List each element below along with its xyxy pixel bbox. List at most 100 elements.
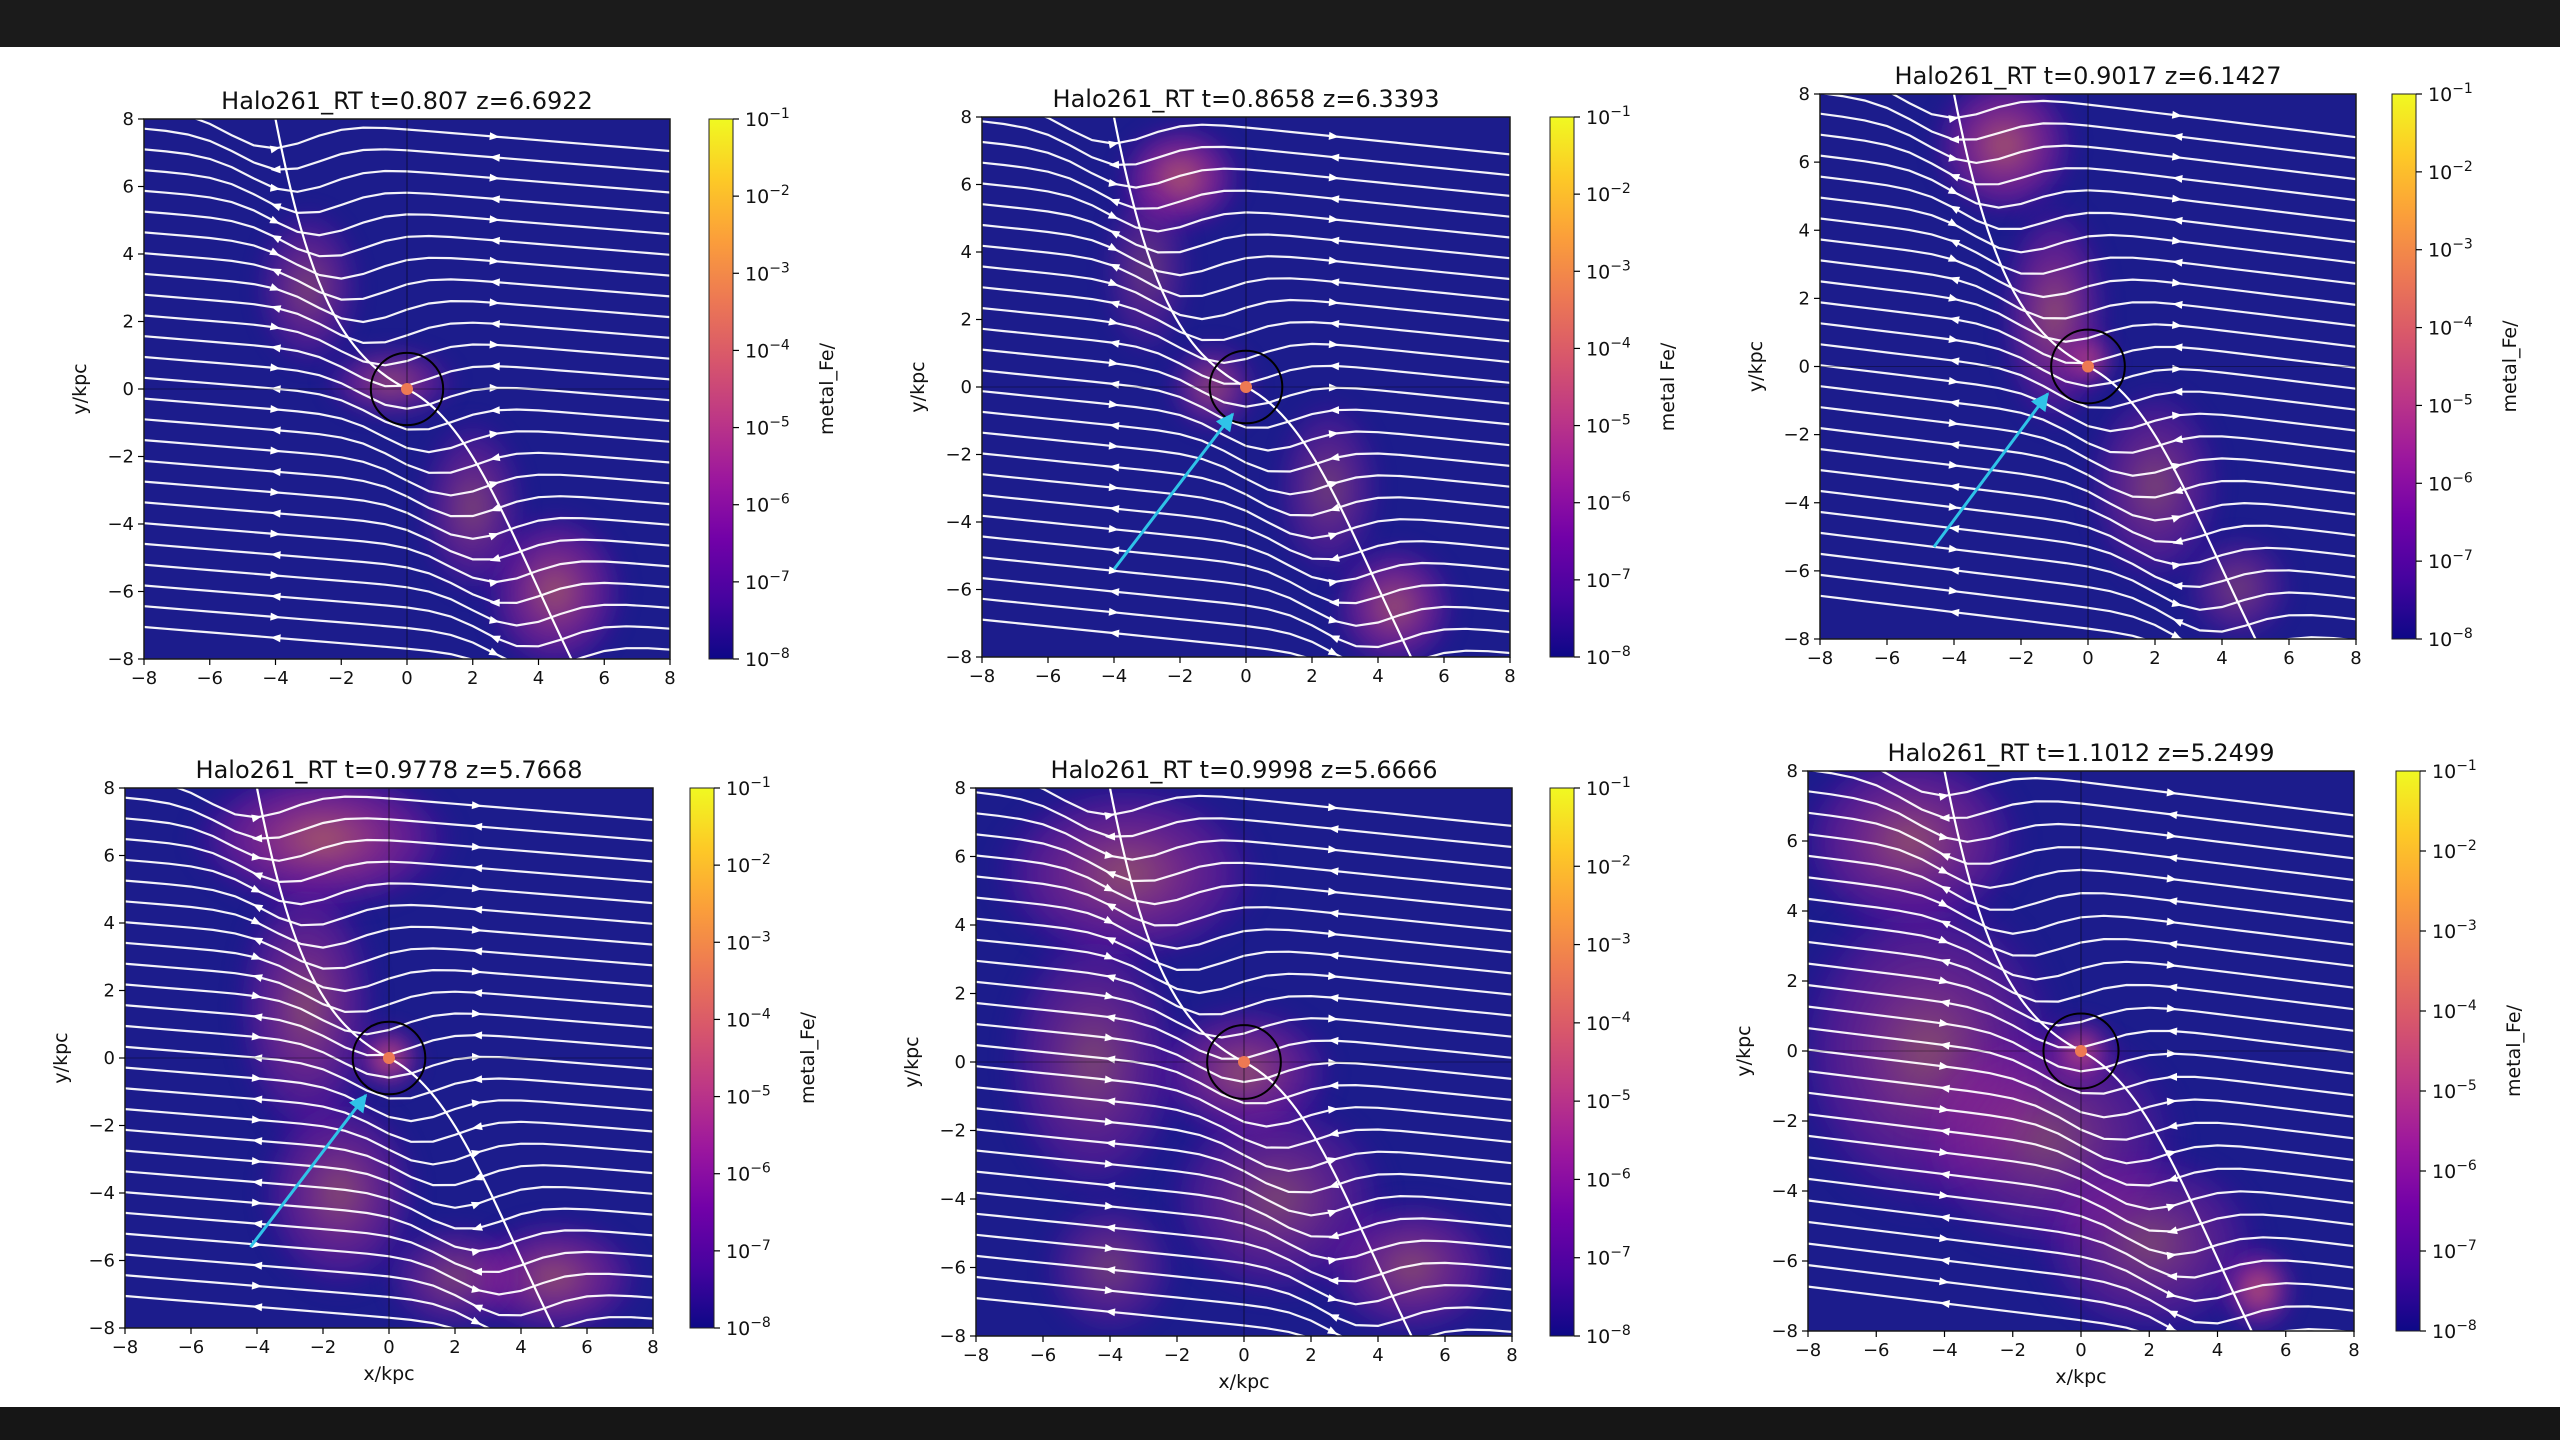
y-tick-label: −4 <box>1771 1181 1798 1202</box>
streamline-arrow <box>2171 321 2183 329</box>
x-tick-label: 6 <box>599 668 610 689</box>
halo-core <box>1238 1056 1250 1068</box>
panel-title: Halo261_RT t=0.9017 z=6.1427 <box>1895 62 2282 90</box>
streamline-arrow <box>1949 239 1961 248</box>
streamline-arrow <box>1949 524 1960 533</box>
streamline-arrow <box>1327 803 1339 812</box>
metal-blob <box>256 1089 423 1297</box>
colorbar-tick-label: 10−8 <box>1586 1323 1631 1348</box>
colorbar-tick-label: 10−1 <box>1586 104 1631 129</box>
streamline-arrow <box>1108 179 1119 187</box>
colorbar <box>708 118 734 660</box>
y-tick-label: 0 <box>1787 1041 1798 1062</box>
streamline-arrow <box>1104 991 1115 1000</box>
streamline-arrow <box>2167 1272 2178 1281</box>
y-tick-label: 4 <box>955 915 966 936</box>
streamline-arrow <box>2166 960 2177 969</box>
x-tick-label: 4 <box>2212 1340 2223 1361</box>
x-tick-label: −4 <box>1101 666 1128 687</box>
halo-core <box>401 383 413 395</box>
streamline-arrow <box>1329 553 1340 562</box>
streamline-arrow <box>1948 502 1959 511</box>
figure-area: −8 −6 −4 −2 0 2 4 6 8 8 6 4 2 0 −2 −4 −6 −8 Halo261_RT t=0… <box>0 47 2560 1407</box>
streamline-arrow <box>1109 198 1121 207</box>
colorbar-tick-label: 10−3 <box>726 929 771 954</box>
streamline-arrow <box>2166 1339 2179 1351</box>
y-tick-label: 6 <box>104 846 115 867</box>
streamline-arrow <box>2167 983 2178 992</box>
x-tick-label: 4 <box>1372 1345 1383 1366</box>
streamline-arrow <box>488 663 501 675</box>
streamline-arrow <box>489 236 501 245</box>
streamline-arrow <box>251 852 262 861</box>
streamline-arrow <box>2172 174 2183 183</box>
y-tick-label: −2 <box>107 447 134 468</box>
y-tick-label: 4 <box>1799 220 1810 241</box>
y-tick-label: 2 <box>1787 971 1798 992</box>
streamline-arrow <box>1327 845 1339 854</box>
streamline-arrow <box>1327 1294 1339 1302</box>
streamline-arrow <box>1109 546 1120 555</box>
colorbar-tick-label: 10−5 <box>1586 413 1631 438</box>
streamline-arrow <box>1327 887 1339 896</box>
y-tick-label: −4 <box>107 514 134 535</box>
streamline-arrow <box>472 905 483 914</box>
x-tick-label: 0 <box>1240 666 1251 687</box>
streamline-arrow <box>1104 1117 1115 1126</box>
streamline-arrow <box>471 1285 482 1293</box>
streamline-arrow <box>1328 1276 1339 1285</box>
streamline-arrow <box>1109 339 1120 348</box>
colorbar-tick-label: 10−6 <box>2432 1158 2477 1183</box>
colorbar <box>2395 770 2421 1332</box>
y-tick-label: 4 <box>961 242 972 263</box>
streamline-arrow <box>1109 300 1120 309</box>
metal-blob <box>1166 339 1260 435</box>
colorbar-tick-label: 10−7 <box>745 569 790 594</box>
streamline-arrow <box>269 247 280 256</box>
metal-blob <box>381 1220 529 1328</box>
x-tick-label: −8 <box>131 668 158 689</box>
streamline-arrow <box>1949 173 1961 182</box>
streamline-arrow <box>2172 537 2184 545</box>
x-tick-label: 6 <box>2283 648 2294 669</box>
streamline-arrow <box>270 592 281 601</box>
x-tick-label: −2 <box>1167 666 1194 687</box>
x-tick-label: 8 <box>647 1337 658 1358</box>
streamline-arrow <box>1104 1244 1115 1252</box>
colorbar-tick-label: 10−3 <box>2428 237 2473 262</box>
y-tick-label: 8 <box>955 778 966 799</box>
y-tick-label: 0 <box>955 1052 966 1073</box>
colorbar <box>2391 93 2417 640</box>
streamline-arrow <box>2167 1174 2178 1182</box>
streamline-arrow <box>1104 1159 1115 1168</box>
streamline-arrow <box>1939 1277 1950 1286</box>
x-tick-label: 8 <box>1506 1345 1517 1366</box>
streamline-arrow <box>2165 1323 2177 1331</box>
x-tick-label: 2 <box>1306 666 1317 687</box>
streamline-arrow <box>470 1201 482 1210</box>
streamline-arrow <box>472 989 483 998</box>
y-tick-label: −2 <box>1771 1111 1798 1132</box>
streamline-arrow <box>1327 971 1339 980</box>
streamline-arrow <box>1938 832 1950 841</box>
y-tick-label: −6 <box>88 1251 115 1272</box>
streamline-arrow <box>2166 1004 2177 1013</box>
streamline-arrow <box>2171 599 2183 607</box>
streamline-arrow <box>269 145 281 154</box>
streamline-arrow <box>1939 1148 1950 1157</box>
streamline-arrow <box>1328 615 1339 624</box>
streamline-arrow <box>251 814 262 823</box>
streamline-arrow <box>1109 588 1120 597</box>
streamline-arrow <box>1328 1314 1340 1322</box>
y-tick-label: 8 <box>104 778 115 799</box>
streamline-arrow <box>1105 902 1117 912</box>
streamline-arrow <box>269 322 281 331</box>
colorbar-tick-label: 10−2 <box>726 852 771 877</box>
y-tick-label: 2 <box>1799 288 1810 309</box>
streamline-arrow <box>270 446 281 455</box>
streamline-arrow <box>1329 598 1340 607</box>
y-tick-label: 0 <box>123 379 134 400</box>
streamline-arrow <box>1948 335 1959 344</box>
x-tick-label: −6 <box>178 1337 205 1358</box>
streamline-arrow <box>489 598 500 607</box>
